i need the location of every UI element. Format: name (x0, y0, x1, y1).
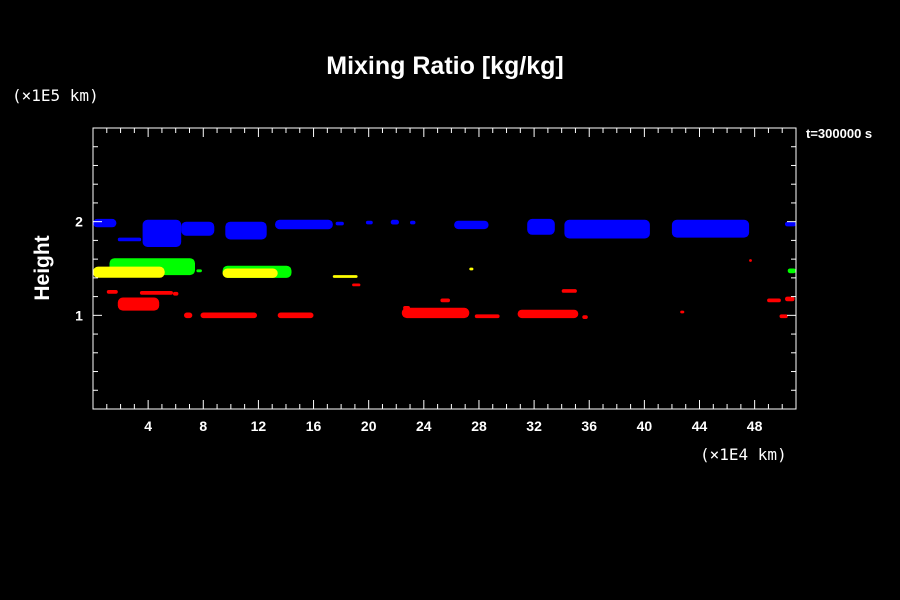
x-tick-label: 48 (747, 418, 763, 434)
x-tick-label: 20 (361, 418, 377, 434)
field-region-3-15 (680, 310, 685, 314)
x-tick-label: 16 (306, 418, 322, 434)
field-region-3-19 (785, 296, 795, 302)
field-region-0-3 (181, 221, 215, 236)
y-tick-label: 1 (75, 307, 83, 323)
x-tick-label: 24 (416, 418, 432, 434)
x-tick-label: 32 (526, 418, 542, 434)
field-region-2-3 (469, 267, 474, 271)
field-region-3-4 (184, 312, 193, 319)
field-region-0-9 (410, 220, 416, 225)
field-region-3-6 (277, 312, 314, 319)
field-region-3-17 (767, 298, 781, 303)
time-label: t=300000 s (806, 126, 872, 141)
field-region-3-13 (582, 315, 588, 319)
field-region-3-1 (117, 297, 160, 311)
x-tick-label: 8 (199, 418, 207, 434)
field-region-3-18 (779, 314, 788, 319)
field-region-1-3 (787, 268, 796, 274)
chart-title: Mixing Ratio [kg/kg] (326, 52, 564, 80)
field-region-3-12 (517, 309, 579, 319)
field-region-0-7 (365, 220, 373, 225)
x-unit-label: (×1E4 km) (700, 445, 787, 464)
x-tick-label: 12 (251, 418, 267, 434)
field-region-0-14 (785, 221, 796, 227)
y-tick-label: 2 (75, 214, 83, 230)
x-tick-label: 44 (692, 418, 708, 434)
field-region-0-1 (117, 237, 142, 242)
field-region-3-0 (106, 290, 118, 294)
field-regions (93, 218, 796, 319)
y-unit-label: (×1E5 km) (12, 86, 99, 105)
x-tick-label: 40 (637, 418, 653, 434)
field-region-2-2 (332, 275, 358, 278)
field-region-2-1 (222, 268, 278, 278)
field-region-0-6 (335, 221, 344, 226)
field-region-3-9 (401, 307, 470, 319)
x-tick-label: 4 (144, 418, 152, 434)
y-axis-label: Height (31, 235, 54, 300)
field-region-2-0 (93, 266, 165, 278)
field-region-0-5 (275, 219, 333, 230)
field-region-1-1 (196, 269, 202, 273)
field-region-0-2 (142, 219, 182, 247)
field-region-3-5 (200, 312, 257, 319)
plot-frame (92, 127, 797, 410)
field-region-0-10 (454, 220, 489, 230)
field-region-0-0 (93, 218, 117, 228)
field-region-3-11 (474, 314, 500, 319)
field-region-3-2 (139, 291, 173, 295)
field-region-0-4 (225, 221, 267, 240)
field-region-0-12 (564, 219, 650, 239)
field-region-3-7 (352, 283, 361, 287)
field-region-3-14 (561, 289, 577, 293)
x-tick-label: 36 (581, 418, 597, 434)
field-region-0-8 (390, 219, 399, 225)
field-region-3-10 (440, 298, 450, 303)
field-region-0-11 (527, 218, 555, 235)
field-region-3-3 (172, 291, 179, 296)
field-region-0-13 (671, 219, 750, 238)
field-region-3-16 (749, 259, 752, 262)
x-tick-label: 28 (471, 418, 487, 434)
